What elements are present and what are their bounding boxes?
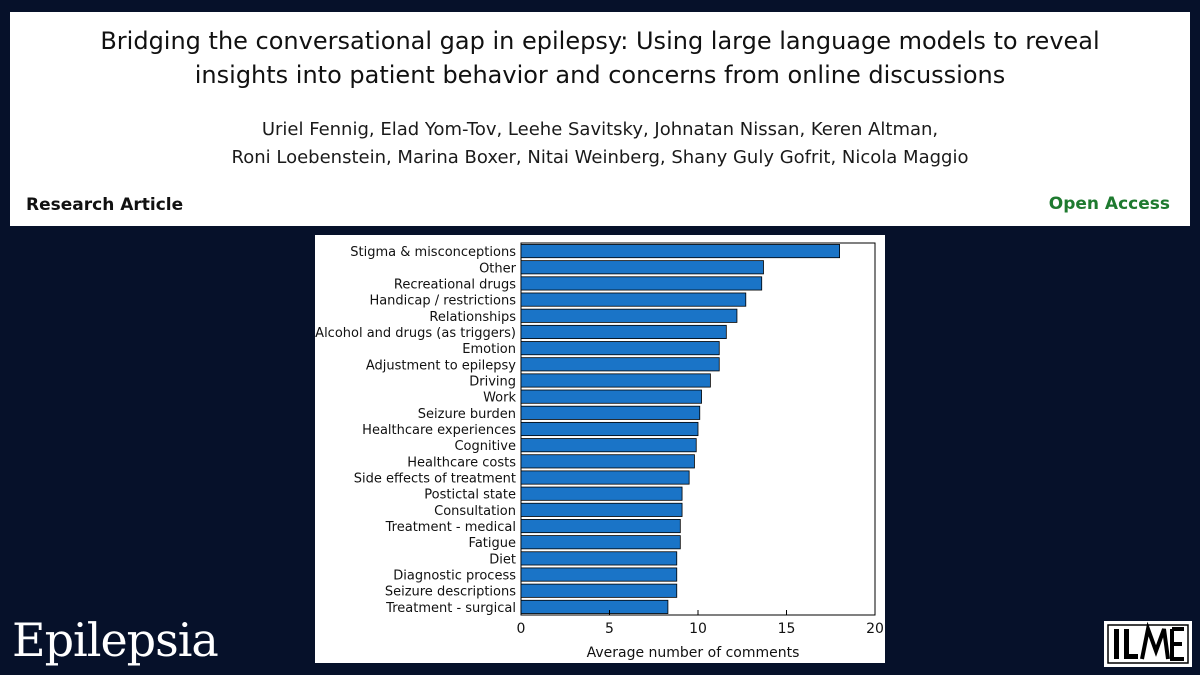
category-label-1: Other [479,261,517,276]
category-label-17: Treatment - medical [385,520,516,535]
ilae-logo [1104,621,1192,667]
bar-21 [520,583,678,598]
bar-15 [520,486,683,501]
bar-22 [520,599,669,614]
x-tick-label-3: 15 [778,621,796,637]
article-header: Bridging the conversational gap in epile… [10,12,1190,226]
x-axis-label: Average number of comments [587,645,800,661]
category-label-11: Healthcare experiences [362,423,516,438]
category-label-16: Consultation [434,504,516,519]
x-tick-label-0: 0 [517,621,526,637]
category-label-2: Recreational drugs [394,277,516,292]
authors-line-1: Uriel Fennig, Elad Yom-Tov, Leehe Savits… [261,119,939,140]
title-line-1: Bridging the conversational gap in epile… [100,27,1100,55]
bar-20 [520,567,678,582]
x-tick-label-4: 20 [866,621,884,637]
category-label-4: Relationships [429,310,516,325]
bar-18 [520,535,681,550]
bar-1 [520,260,764,275]
category-label-0: Stigma & misconceptions [350,245,516,260]
open-access-badge: Open Access [1048,194,1170,214]
bar-5 [520,324,727,339]
bar-7 [520,357,720,372]
bar-2 [520,276,763,291]
category-label-21: Seizure descriptions [385,585,516,600]
category-label-14: Side effects of treatment [354,472,516,487]
article-title: Bridging the conversational gap in epile… [50,24,1150,92]
category-label-13: Healthcare costs [407,455,516,470]
category-label-3: Handicap / restrictions [369,294,516,309]
bar-chart: Stigma & misconceptionsOtherRecreational… [315,242,884,661]
chart-panel: Stigma & misconceptions Other Recreational… [315,235,885,663]
bar-13 [520,454,695,469]
bar-4 [520,308,738,323]
category-label-6: Emotion [462,342,516,357]
bar-11 [520,421,699,437]
category-label-20: Diagnostic process [393,569,516,584]
bar-0 [520,244,841,259]
x-tick-label-1: 5 [605,621,614,637]
category-label-7: Adjustment to epilepsy [366,358,516,373]
journal-logo: Epilepsia [12,613,219,667]
x-tick-label-2: 10 [689,621,707,637]
bar-19 [520,551,678,566]
category-label-12: Cognitive [454,439,516,454]
category-label-15: Postictal state [424,488,516,503]
category-label-5: Alcohol and drugs (as triggers) [315,326,516,341]
bar-6 [520,341,720,356]
category-label-8: Driving [469,374,516,389]
category-label-9: Work [483,391,516,406]
bar-12 [520,438,697,453]
bar-10 [520,405,701,420]
bar-8 [520,373,711,388]
bar-16 [520,502,683,517]
bar-9 [520,389,702,404]
article-type-label: Research Article [26,195,184,215]
category-label-22: Treatment - surgical [385,601,516,616]
category-label-18: Fatigue [469,536,516,551]
bar-3 [520,292,747,307]
category-label-19: Diet [489,552,516,567]
bar-17 [520,519,681,534]
bar-14 [520,470,690,485]
category-label-10: Seizure burden [418,407,516,422]
author-list: Uriel Fennig, Elad Yom-Tov, Leehe Savits… [50,116,1150,172]
authors-line-2: Roni Loebenstein, Marina Boxer, Nitai We… [231,147,969,168]
title-line-2: insights into patient behavior and conce… [194,61,1006,89]
